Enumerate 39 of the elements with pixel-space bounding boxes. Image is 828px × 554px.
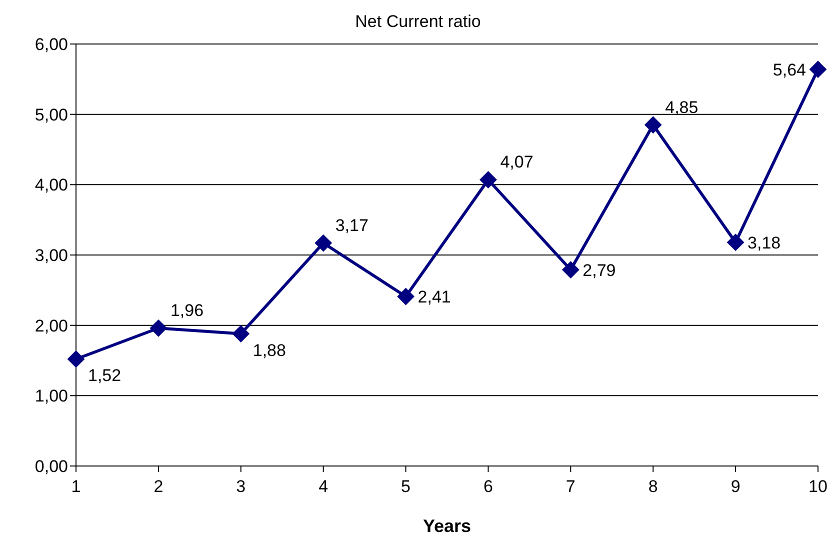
point: [480, 171, 497, 188]
point: [314, 234, 332, 252]
data-label: 1,96: [170, 301, 204, 320]
x-tick-label: 4: [318, 477, 328, 496]
x-axis-title: Years: [422, 516, 472, 536]
data-label: 2,79: [582, 260, 616, 280]
point: [644, 116, 662, 134]
data-label: 1,52: [88, 366, 122, 386]
y-tick-label: 4,00: [34, 176, 68, 195]
chart-title: Net Current ratio: [354, 11, 482, 33]
data-label: 4,07: [500, 152, 534, 172]
point: [232, 325, 250, 342]
point: [150, 320, 167, 337]
point: [562, 261, 580, 278]
x-tick-label: 3: [236, 477, 246, 496]
x-tick-label: 5: [401, 477, 411, 496]
y-tick-label: 2,00: [34, 316, 68, 336]
data-label: 3,17: [335, 216, 368, 236]
data-label: 1,88: [252, 340, 286, 360]
y-tick-label: 0,00: [34, 457, 68, 476]
x-tick-label: 8: [648, 477, 658, 496]
y-tick-label: 6,00: [34, 35, 68, 54]
x-tick-label: 6: [483, 477, 493, 496]
y-tick-label: 5,00: [34, 105, 68, 124]
data-label: 3,18: [748, 233, 781, 252]
point: [810, 60, 826, 78]
x-tick-label: 10: [808, 477, 828, 496]
data-label: 4,85: [665, 98, 698, 117]
x-tick-label: 2: [154, 477, 164, 496]
y-tick-label: 1,00: [34, 386, 68, 406]
x-tick-label: 1: [71, 477, 81, 496]
x-tick-label: 7: [566, 477, 576, 496]
x-tick-label: 9: [730, 477, 740, 496]
y-tick-label: 3,00: [34, 246, 68, 266]
data-label: 2,41: [418, 287, 451, 306]
data-label: 5,64: [772, 60, 806, 80]
point: [727, 234, 744, 251]
point: [68, 350, 84, 368]
point: [397, 288, 414, 305]
